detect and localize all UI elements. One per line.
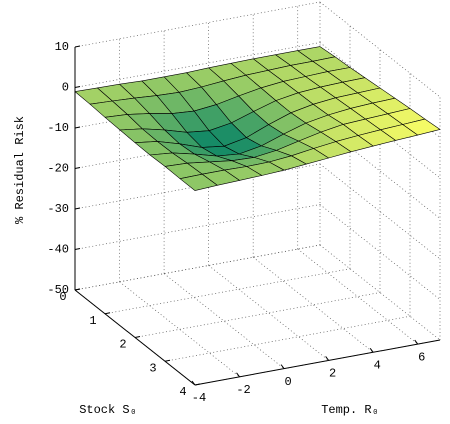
x-axis	[194, 339, 441, 386]
z-tick	[74, 167, 81, 169]
z-tick	[74, 207, 81, 210]
surface	[74, 46, 441, 191]
surface-face	[179, 173, 218, 191]
y-tick-label: 1	[89, 314, 96, 328]
z-tick	[74, 86, 81, 88]
z-tick-label: -10	[47, 121, 69, 135]
z-tick-label: 0	[62, 81, 69, 95]
y-tick-label: 0	[59, 290, 66, 304]
z-tick	[74, 126, 81, 129]
x-tick	[414, 339, 419, 345]
z-tick-label: -30	[47, 202, 69, 216]
y-tick-label: 4	[179, 385, 186, 399]
grid-line	[74, 244, 321, 291]
x-axis-label: Temp. R₀	[321, 403, 379, 417]
z-tick	[74, 45, 81, 48]
x-tick-label: 0	[284, 375, 291, 389]
grid-layer	[74, 1, 441, 386]
grid-line	[297, 248, 418, 345]
grid-line	[74, 204, 321, 250]
z-tick-label: -50	[47, 283, 69, 297]
z-tick-label: -20	[47, 162, 69, 176]
x-tick	[191, 380, 196, 386]
y-tick-label: 2	[119, 338, 126, 352]
y-tick	[134, 336, 141, 338]
z-axis-label: % Residual Risk	[13, 116, 27, 224]
grid-line	[104, 268, 351, 315]
x-tick	[325, 356, 330, 361]
grid-line	[74, 244, 321, 291]
labels: % Residual Risk Stock S₀ Temp. R₀ -50-40…	[13, 40, 425, 417]
y-axis-label: Stock S₀	[79, 403, 137, 417]
y-tick-label: 3	[149, 361, 156, 375]
grid-line	[208, 265, 329, 361]
z-tick-label: 10	[55, 40, 69, 54]
x-tick	[369, 347, 374, 353]
x-tick	[236, 372, 240, 378]
x-tick-label: 6	[418, 350, 425, 364]
grid-line	[119, 281, 240, 378]
y-tick	[194, 383, 201, 386]
x-tick-label: 2	[329, 367, 336, 381]
grid-line	[164, 315, 411, 362]
y-tick	[164, 359, 171, 362]
x-tick	[280, 364, 285, 369]
z-tick	[74, 248, 81, 250]
grid-line	[163, 273, 285, 369]
x-tick-label: 4	[374, 358, 381, 372]
x-tick-label: -2	[236, 383, 250, 397]
z-tick-label: -40	[47, 243, 69, 257]
y-tick	[104, 312, 111, 315]
grid-line	[74, 1, 321, 48]
y-tick	[74, 288, 81, 291]
x-tick-label: -4	[192, 391, 206, 405]
grid-line	[252, 256, 374, 353]
grid-line	[134, 292, 381, 338]
